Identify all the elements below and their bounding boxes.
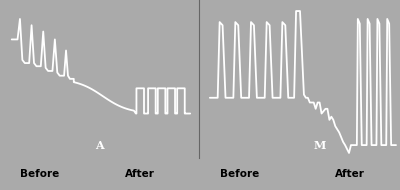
Text: Before: Before [220, 169, 260, 179]
Text: After: After [125, 169, 155, 179]
Text: A: A [95, 140, 103, 151]
Text: Before: Before [20, 169, 60, 179]
Text: M: M [314, 140, 326, 151]
Text: After: After [335, 169, 365, 179]
